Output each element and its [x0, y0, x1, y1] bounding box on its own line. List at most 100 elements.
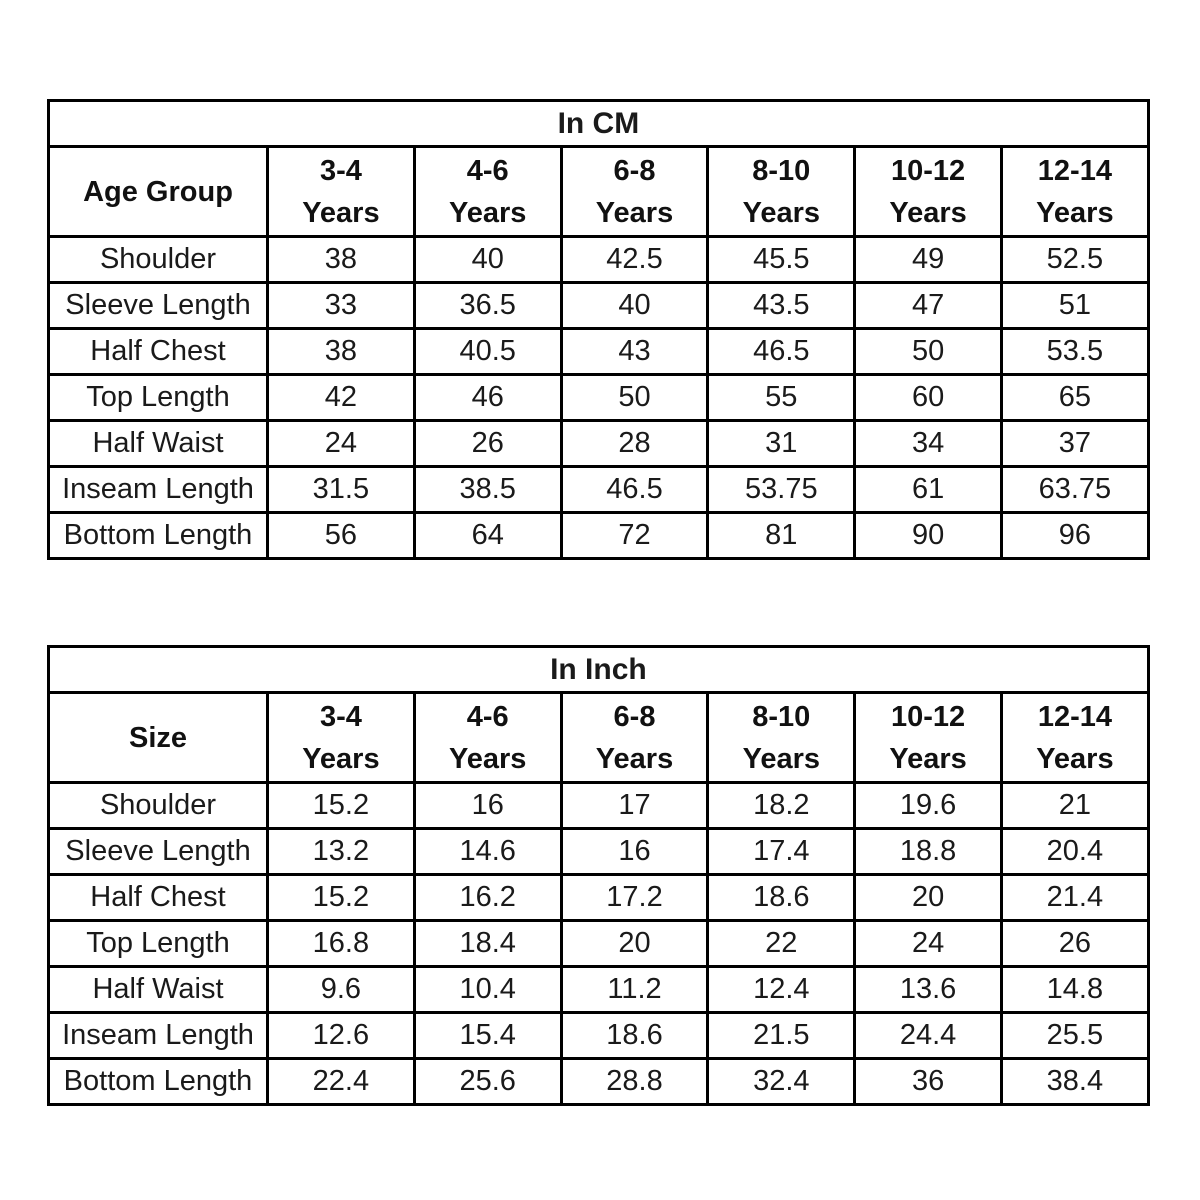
size-value-cell: 52.5 — [999, 235, 1150, 284]
size-value-cell: 17.2 — [559, 873, 710, 922]
size-value-cell: 45.5 — [706, 235, 857, 284]
size-value-cell: 60 — [853, 373, 1003, 422]
size-value-cell: 38.5 — [412, 465, 563, 514]
size-value-cell: 28.8 — [559, 1057, 710, 1106]
measurement-row-label: Sleeve Length — [47, 827, 269, 876]
size-value-cell: 37 — [999, 419, 1150, 468]
column-unit-label: Years — [448, 196, 527, 229]
age-column-header: 3-4 Years — [266, 145, 416, 238]
size-value-cell: 16.8 — [266, 919, 416, 968]
table-title-row: In CM — [47, 99, 1150, 148]
measurement-row: Half Chest 38 40.5 43 46.5 50 53.5 — [47, 327, 1150, 376]
measurement-row-label: Shoulder — [47, 235, 269, 284]
size-value-cell: 16.2 — [412, 873, 563, 922]
size-value-cell: 20 — [559, 919, 710, 968]
size-value-cell: 21.5 — [706, 1011, 857, 1060]
size-value-cell: 61 — [853, 465, 1003, 514]
size-value-cell: 20 — [853, 873, 1003, 922]
age-column-header: 4-6 Years — [412, 691, 563, 784]
size-value-cell: 32.4 — [706, 1057, 857, 1106]
measurement-row: Top Length 42 46 50 55 60 65 — [47, 373, 1150, 422]
size-value-cell: 13.2 — [266, 827, 416, 876]
size-value-cell: 46 — [412, 373, 563, 422]
column-range-label: 12-14 — [1037, 154, 1112, 187]
size-value-cell: 96 — [999, 511, 1150, 560]
column-range-label: 6-8 — [613, 154, 656, 187]
size-value-cell: 9.6 — [266, 965, 416, 1014]
size-value-cell: 72 — [559, 511, 710, 560]
column-unit-label: Years — [595, 196, 674, 229]
column-unit-label: Years — [448, 742, 527, 775]
size-value-cell: 17.4 — [706, 827, 857, 876]
age-column-header: 8-10 Years — [706, 691, 857, 784]
size-value-cell: 64 — [412, 511, 563, 560]
measurement-row: Top Length 16.8 18.4 20 22 24 26 — [47, 919, 1150, 968]
size-value-cell: 12.4 — [706, 965, 857, 1014]
size-value-cell: 38 — [266, 235, 416, 284]
column-range-label: 3-4 — [319, 700, 362, 733]
age-column-header: 6-8 Years — [559, 145, 710, 238]
size-value-cell: 38 — [266, 327, 416, 376]
size-value-cell: 15.2 — [266, 781, 416, 830]
measurement-row-label: Bottom Length — [47, 1057, 269, 1106]
age-column-header: 4-6 Years — [412, 145, 563, 238]
measurement-row: Shoulder 15.2 16 17 18.2 19.6 21 — [47, 781, 1150, 830]
size-value-cell: 43.5 — [706, 281, 857, 330]
size-value-cell: 19.6 — [853, 781, 1003, 830]
corner-header-label: Size — [47, 691, 269, 784]
size-value-cell: 13.6 — [853, 965, 1003, 1014]
age-column-header: 10-12 Years — [853, 691, 1003, 784]
measurement-row: Inseam Length 31.5 38.5 46.5 53.75 61 63.75 — [47, 465, 1150, 514]
size-value-cell: 17 — [559, 781, 710, 830]
size-value-cell: 46.5 — [559, 465, 710, 514]
size-value-cell: 18.6 — [706, 873, 857, 922]
size-value-cell: 40.5 — [412, 327, 563, 376]
column-range-label: 3-4 — [319, 154, 362, 187]
column-range-label: 6-8 — [613, 700, 656, 733]
column-unit-label: Years — [595, 742, 674, 775]
size-value-cell: 24 — [266, 419, 416, 468]
size-value-cell: 65 — [999, 373, 1150, 422]
measurement-row-label: Half Chest — [47, 873, 269, 922]
inch-size-table: In Inch Size 3-4 Years 4-6 Years 6-8 Years 8-10 Y… — [47, 645, 1150, 1106]
size-value-cell: 40 — [412, 235, 563, 284]
column-unit-label: Years — [1036, 742, 1114, 775]
measurement-row: Sleeve Length 33 36.5 40 43.5 47 51 — [47, 281, 1150, 330]
size-value-cell: 25.5 — [999, 1011, 1150, 1060]
column-range-label: 4-6 — [466, 700, 509, 733]
size-value-cell: 51 — [999, 281, 1150, 330]
measurement-row-label: Half Waist — [47, 965, 269, 1014]
column-range-label: 8-10 — [752, 700, 811, 733]
column-unit-label: Years — [1036, 196, 1114, 229]
size-value-cell: 81 — [706, 511, 857, 560]
size-value-cell: 15.4 — [412, 1011, 563, 1060]
column-unit-label: Years — [889, 742, 967, 775]
column-unit-label: Years — [302, 196, 380, 229]
size-value-cell: 55 — [706, 373, 857, 422]
size-value-cell: 53.75 — [706, 465, 857, 514]
size-value-cell: 33 — [266, 281, 416, 330]
cm-size-table: In CM Age Group 3-4 Years 4-6 Years 6-8 Years 8-… — [47, 99, 1150, 560]
measurement-row: Half Waist 9.6 10.4 11.2 12.4 13.6 14.8 — [47, 965, 1150, 1014]
size-value-cell: 63.75 — [999, 465, 1150, 514]
age-column-header: 12-14 Years — [999, 691, 1150, 784]
age-column-header: 12-14 Years — [999, 145, 1150, 238]
measurement-row: Half Chest 15.2 16.2 17.2 18.6 20 21.4 — [47, 873, 1150, 922]
size-value-cell: 11.2 — [559, 965, 710, 1014]
size-value-cell: 10.4 — [412, 965, 563, 1014]
measurement-row: Bottom Length 56 64 72 81 90 96 — [47, 511, 1150, 560]
column-range-label: 10-12 — [891, 154, 966, 187]
age-column-header: 8-10 Years — [706, 145, 857, 238]
column-range-label: 10-12 — [891, 700, 966, 733]
size-value-cell: 46.5 — [706, 327, 857, 376]
measurement-row-label: Half Chest — [47, 327, 269, 376]
measurement-row-label: Top Length — [47, 373, 269, 422]
measurement-row-label: Sleeve Length — [47, 281, 269, 330]
size-value-cell: 42.5 — [559, 235, 710, 284]
table-title: In Inch — [47, 645, 1150, 694]
size-value-cell: 38.4 — [999, 1057, 1150, 1106]
size-value-cell: 21.4 — [999, 873, 1150, 922]
size-value-cell: 14.8 — [999, 965, 1150, 1014]
column-range-label: 8-10 — [752, 154, 811, 187]
